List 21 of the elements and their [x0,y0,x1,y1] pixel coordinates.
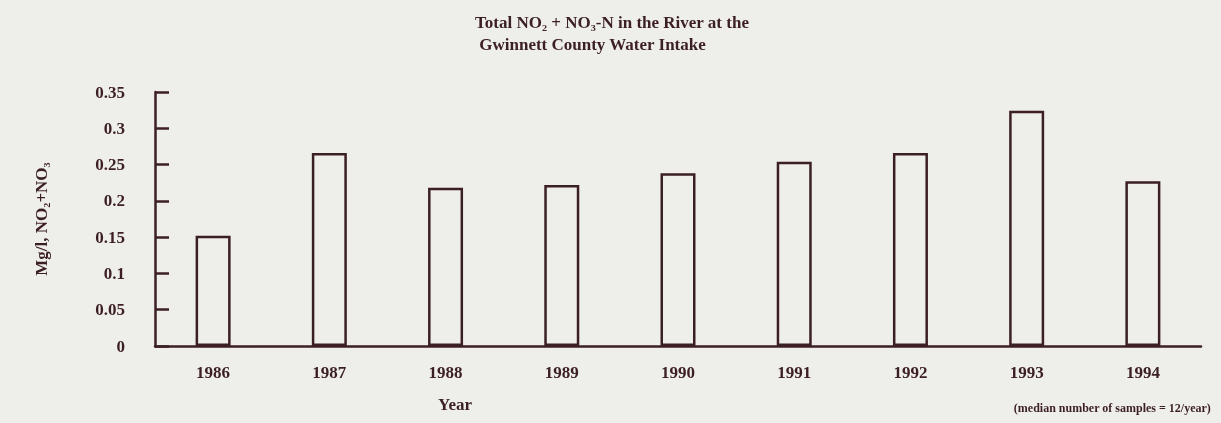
y-tick-label: 0 [116,336,125,356]
y-tick-label: 0.15 [95,227,125,247]
x-tick-label: 1988 [428,363,463,382]
x-tick-label: 1994 [1125,363,1161,382]
y-tick-label: 0.25 [95,155,125,175]
y-tick-label: 0.05 [95,300,125,320]
y-tick-label: 0.3 [103,118,125,138]
text: (median number of samples = 12/year) [1013,401,1211,415]
y-tick-label: 0.35 [95,82,125,102]
x-tick-label: 1993 [1009,363,1044,382]
x-axis-title: Year [438,395,473,414]
x-tick-label: 1990 [661,363,695,382]
x-tick-label: 1991 [777,363,812,382]
x-tick-label: 1987 [312,363,347,382]
x-tick-label: 1992 [893,363,928,382]
x-tick-label: 1986 [196,363,231,382]
chart-title: Total NO₂ + NO₃-N in the River at the Gwinnett County Water Intake [475,12,750,54]
y-tick-label: 0.1 [103,263,125,283]
x-tick-label: 1989 [544,363,579,382]
y-axis-title: Mg/l, NO₂+NO₃ [32,162,51,276]
y-tick-label: 0.2 [103,191,125,211]
